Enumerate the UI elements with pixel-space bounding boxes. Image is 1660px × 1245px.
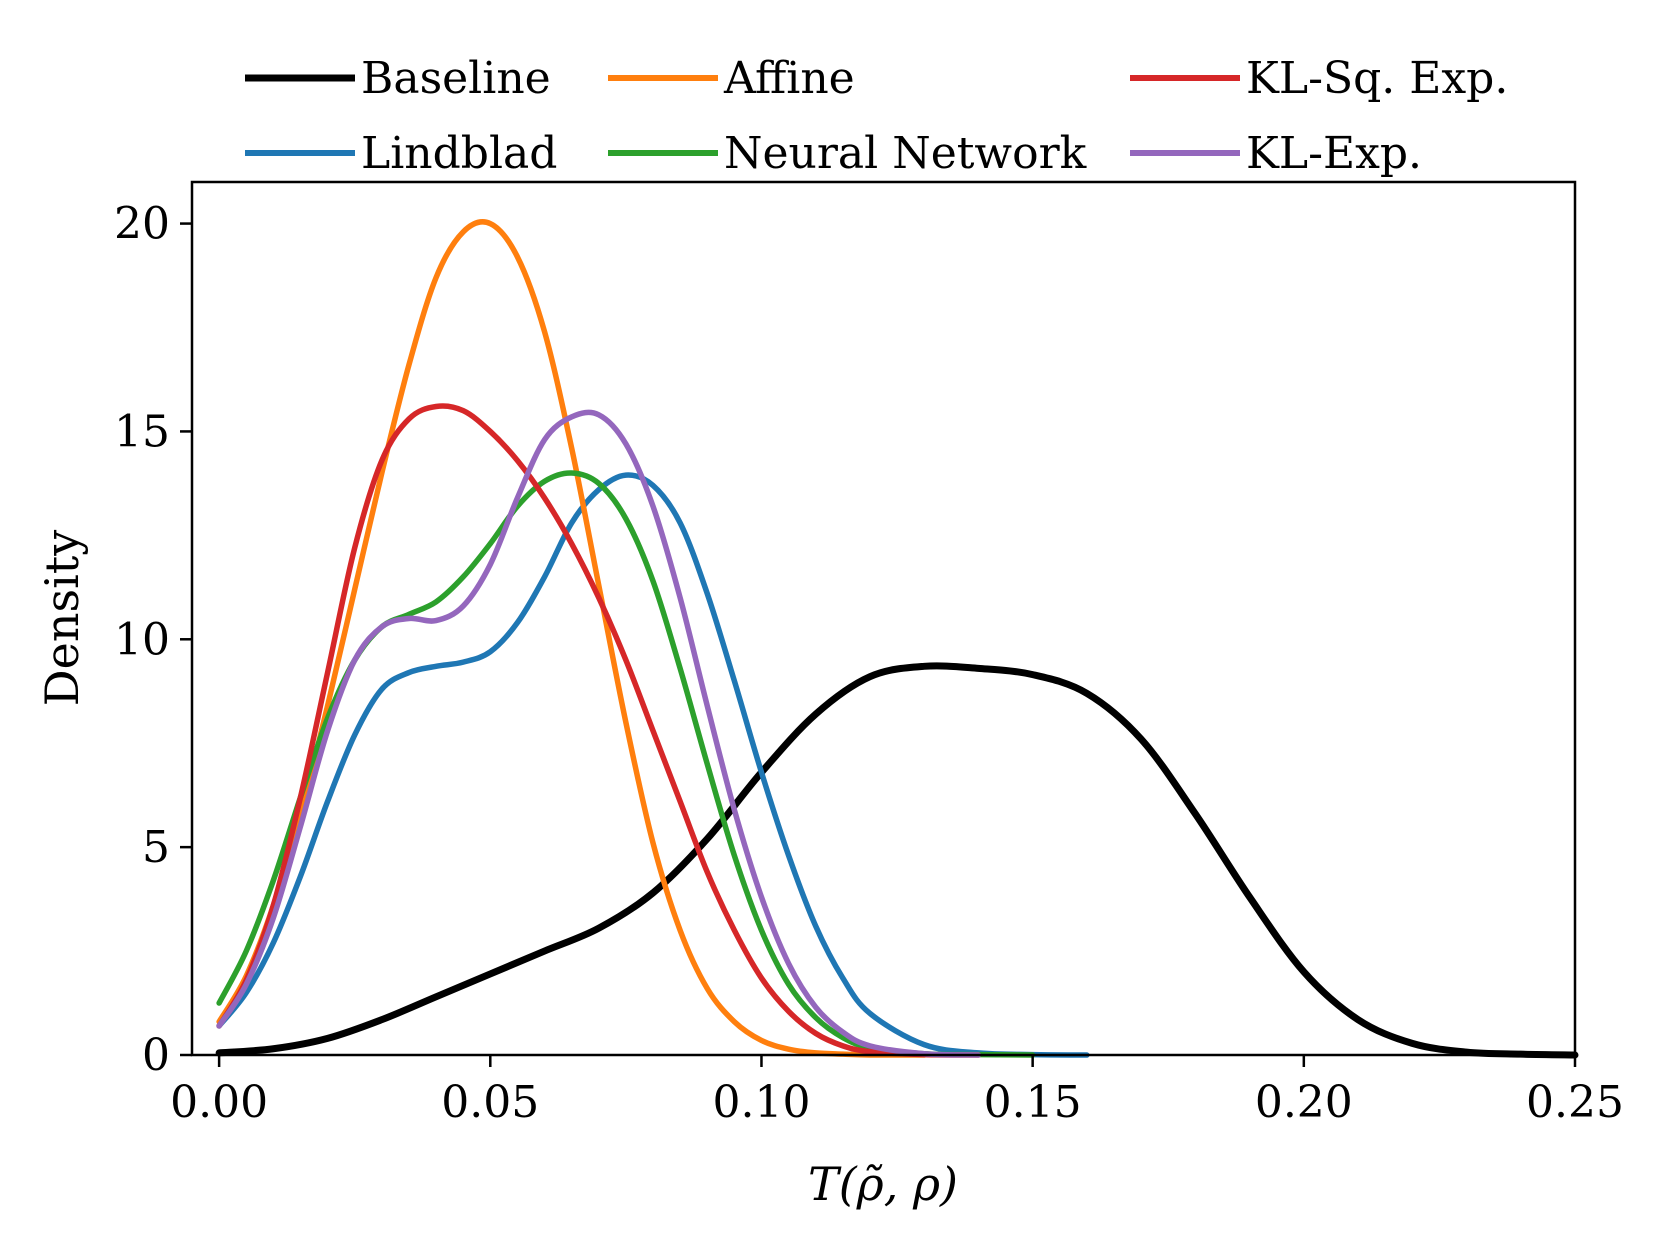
y-axis: 0 5 10 15 20	[114, 199, 192, 1081]
y-tick-label: 20	[114, 199, 170, 250]
legend-label-neural-network: Neural Network	[724, 128, 1087, 179]
series-layer	[215, 219, 1579, 1059]
x-tick-label: 0.20	[1255, 1077, 1353, 1128]
x-tick-label: 0.05	[441, 1077, 539, 1128]
x-tick-label: 0.00	[170, 1077, 268, 1128]
series-line-neural-network	[216, 470, 1036, 1058]
legend-label-kl-sq-exp: KL-Sq. Exp.	[1246, 53, 1508, 104]
plot-frame	[190, 180, 1577, 1057]
y-tick-label: 10	[114, 614, 170, 665]
legend-label-affine: Affine	[723, 53, 855, 104]
y-axis-label: Density	[35, 530, 89, 707]
legend-label-kl-exp: KL-Exp.	[1246, 128, 1422, 179]
x-axis: 0.00 0.05 0.10 0.15 0.20 0.25	[170, 1055, 1624, 1128]
x-axis-label: T(ρ̃, ρ)	[808, 1157, 958, 1211]
y-tick-label: 15	[114, 406, 170, 457]
legend-label-baseline: Baseline	[361, 53, 551, 104]
legend-label-lindblad: Lindblad	[361, 128, 557, 179]
x-tick-label: 0.10	[712, 1077, 810, 1128]
series-line-baseline	[215, 662, 1579, 1059]
series-line-affine	[216, 219, 927, 1058]
x-tick-label: 0.25	[1526, 1077, 1624, 1128]
series-line-kl-sq-exp	[216, 403, 982, 1058]
series-line-kl-exp	[216, 409, 982, 1058]
legend: Baseline Lindblad Affine Neural Network KL-S…	[245, 53, 1508, 179]
y-tick-label: 5	[142, 822, 170, 873]
y-tick-label: 0	[142, 1030, 170, 1081]
x-tick-label: 0.15	[984, 1077, 1082, 1128]
